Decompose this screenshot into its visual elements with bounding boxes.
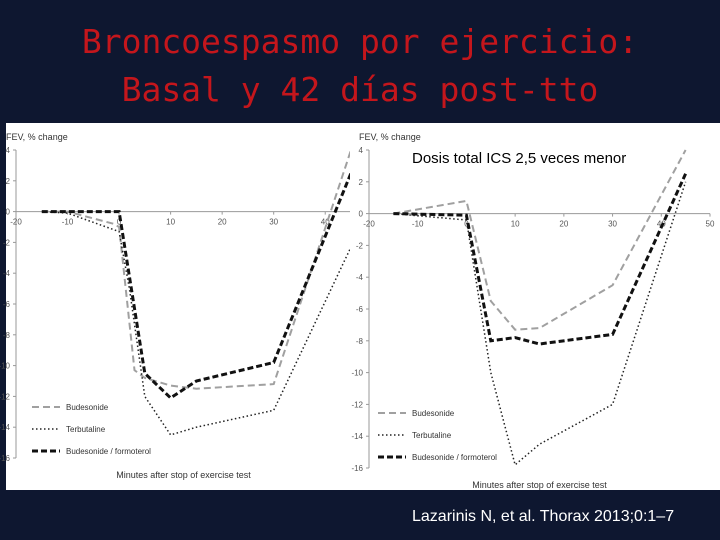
y-tick-label: -2 — [356, 241, 364, 250]
y-tick-label: 4 — [359, 146, 364, 155]
y-tick-label: -2 — [3, 238, 11, 247]
y-tick-label: -10 — [0, 362, 11, 371]
series-line-2 — [41, 210, 352, 436]
y-tick-label: 2 — [6, 177, 11, 186]
y-tick-label: -10 — [351, 369, 363, 378]
legend-label-2: Terbutaline — [66, 425, 106, 434]
y-tick-label: -12 — [0, 392, 11, 401]
y-tick-label: -4 — [356, 273, 364, 282]
legend-label-3: Budesonide / formoterol — [412, 453, 497, 462]
x-tick-label: -10 — [412, 220, 424, 229]
chart-panel-post-treatment: 4 2 0 -2 -4 -6 -8 -10 -12 -14 -16 -20 -10 0 10 20 30 40 50… — [350, 123, 720, 490]
x-tick-label: 40 — [321, 218, 330, 227]
y-axis-label: FEV, % change — [6, 132, 68, 142]
y-tick-label: -14 — [351, 432, 363, 441]
dose-note: Dosis total ICS 2,5 veces menor — [412, 150, 627, 167]
x-axis-label: Minutes after stop of exercise test — [116, 470, 251, 480]
y-tick-label: -16 — [0, 454, 11, 463]
series-line-3 — [393, 173, 687, 346]
series-line-2 — [393, 181, 687, 467]
y-tick-label: -6 — [3, 300, 11, 309]
x-tick-label: -20 — [10, 218, 22, 227]
y-tick-label: 0 — [359, 210, 364, 219]
x-tick-label: -20 — [363, 220, 375, 229]
y-tick-label: 0 — [6, 208, 11, 217]
x-axis-label: Minutes after stop of exercise test — [472, 480, 607, 490]
y-tick-label: -14 — [0, 423, 11, 432]
series-line-3 — [41, 172, 353, 400]
y-tick-label: -4 — [3, 269, 11, 278]
legend-label-2: Terbutaline — [412, 431, 452, 440]
x-tick-label: 30 — [608, 220, 617, 229]
chart-panel-baseline: 420-2-4-6-8-10-12-14-16-20-10010203040FE… — [0, 123, 376, 490]
y-tick-label: -6 — [356, 305, 364, 314]
y-tick-label: -8 — [356, 337, 364, 346]
series-line-1 — [41, 149, 352, 390]
chart-baseline: 420-2-4-6-8-10-12-14-16-20-10010203040FE… — [0, 132, 353, 480]
x-tick-label: 10 — [166, 218, 175, 227]
x-tick-label: 30 — [269, 218, 278, 227]
y-tick-label: 4 — [6, 146, 11, 155]
x-tick-label: 20 — [218, 218, 227, 227]
y-tick-label: -8 — [3, 331, 11, 340]
chart-post-treatment: 420-2-4-6-8-10-12-14-16-20 -10 0 10 20 30 40 50… — [351, 132, 715, 490]
x-tick-label: 0 — [117, 218, 122, 227]
legend-label-3: Budesonide / formoterol — [66, 447, 151, 456]
x-tick-label: 50 — [706, 220, 715, 229]
legend-label-1: Budesonide — [66, 403, 109, 412]
y-tick-label: -12 — [351, 400, 363, 409]
slide-title-line-2: Basal y 42 días post-tto — [121, 70, 599, 109]
x-tick-label: -10 — [62, 218, 74, 227]
series-line-1 — [393, 149, 687, 331]
y-axis-label: FEV, % change — [359, 132, 421, 142]
citation: Lazarinis N, et al. Thorax 2013;0:1–7 — [412, 508, 675, 525]
y-tick-label: 2 — [359, 178, 364, 187]
y-tick-label: -16 — [351, 464, 363, 473]
x-tick-label: 10 — [511, 220, 520, 229]
slide-title-line-1: Broncoespasmo por ejercicio: — [81, 22, 639, 61]
legend-label-1: Budesonide — [412, 409, 455, 418]
x-tick-label: 20 — [559, 220, 568, 229]
